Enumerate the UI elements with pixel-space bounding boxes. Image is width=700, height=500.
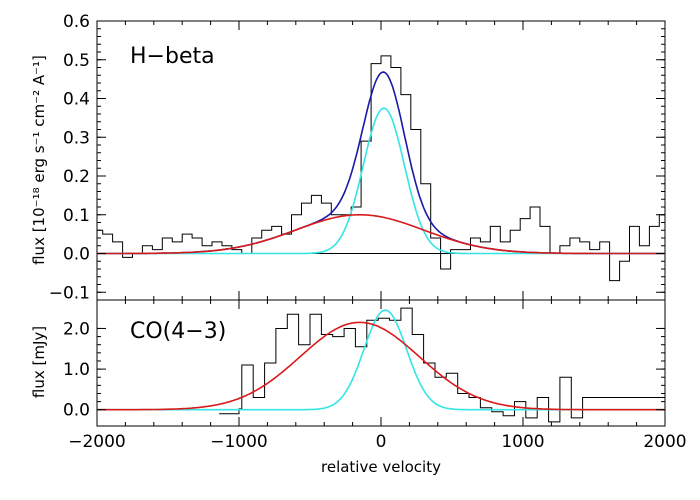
hbeta-y-tick-label: 0.2 bbox=[63, 167, 90, 187]
hbeta-panel-label: H−beta bbox=[130, 44, 215, 69]
hbeta-series-group bbox=[97, 55, 665, 282]
x-tick-label: 0 bbox=[376, 432, 387, 452]
hbeta-y-tick-label: −0.1 bbox=[49, 283, 90, 303]
x-tick-label: 2000 bbox=[643, 432, 686, 452]
hbeta-x-ticks bbox=[96, 21, 666, 300]
hbeta-y-tick-label: 0.6 bbox=[63, 12, 90, 32]
x-tick-label: −2000 bbox=[68, 432, 126, 452]
co-y-axis: 0.0 1.0 2.0 bbox=[63, 319, 665, 421]
co-series-group bbox=[97, 307, 665, 423]
co-y-tick-label: 2.0 bbox=[63, 319, 90, 339]
hbeta-broad-component bbox=[97, 214, 665, 255]
hbeta-total-fit bbox=[97, 71, 665, 255]
co-panel: 0.0 1.0 2.0 −2000 −1000 0 1000 2000 CO(4−3) fl… bbox=[30, 299, 687, 476]
x-tick-label: −1000 bbox=[210, 432, 268, 452]
co-y-tick-label: 0.0 bbox=[63, 401, 90, 421]
hbeta-y-tick-label: 0.5 bbox=[63, 51, 90, 71]
hbeta-y-axis-title: flux [10⁻¹⁸ erg s⁻¹ cm⁻² A⁻¹] bbox=[30, 55, 48, 265]
hbeta-y-tick-label: 0.0 bbox=[63, 245, 90, 265]
hbeta-observed-spectrum bbox=[97, 55, 665, 282]
co-x-axis: −2000 −1000 0 1000 2000 bbox=[68, 300, 687, 452]
hbeta-y-tick-label: 0.4 bbox=[63, 90, 90, 110]
co-observed-spectrum bbox=[219, 307, 665, 423]
co-y-tick-label: 1.0 bbox=[63, 360, 90, 380]
hbeta-panel: −0.1 0.0 0.1 0.2 0.3 0.4 0.5 0.6 H−beta flux [1… bbox=[30, 12, 666, 303]
x-tick-label: 1000 bbox=[501, 432, 544, 452]
hbeta-y-tick-label: 0.1 bbox=[63, 206, 90, 226]
hbeta-narrow-component bbox=[97, 107, 665, 255]
co-y-axis-title: flux [mJy] bbox=[30, 326, 48, 398]
hbeta-y-tick-label: 0.3 bbox=[63, 128, 90, 148]
co-panel-label: CO(4−3) bbox=[130, 319, 226, 344]
hbeta-y-axis: −0.1 0.0 0.1 0.2 0.3 0.4 0.5 0.6 bbox=[49, 12, 665, 303]
x-axis-title: relative velocity bbox=[321, 458, 441, 476]
co-broad-component bbox=[97, 321, 665, 411]
